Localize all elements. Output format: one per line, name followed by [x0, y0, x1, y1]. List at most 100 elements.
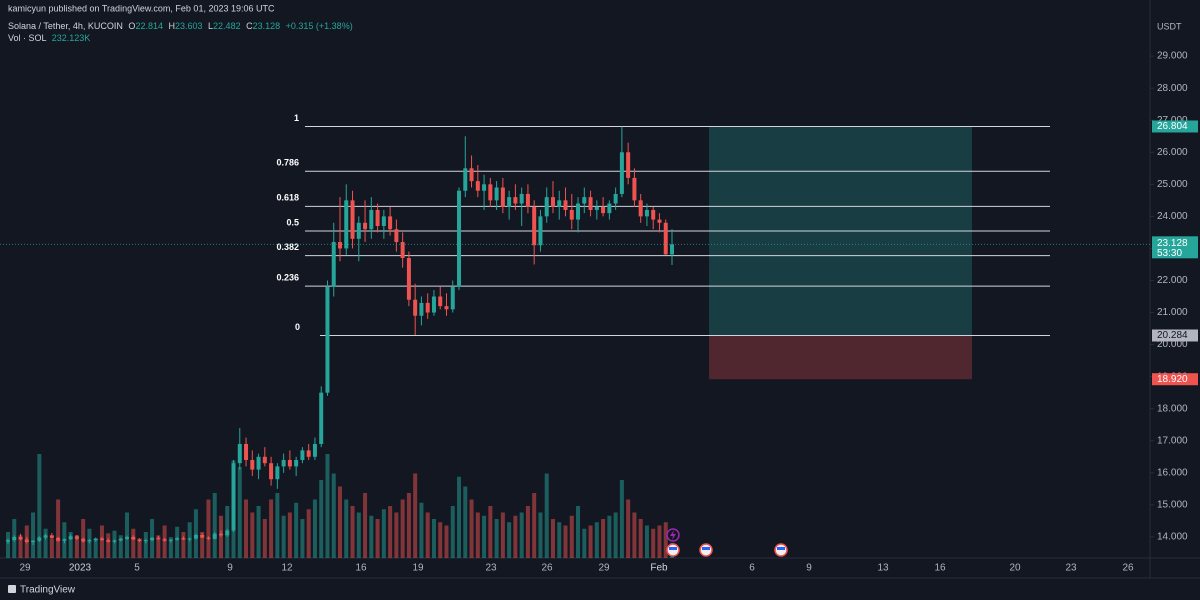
candle-body — [31, 540, 36, 543]
ohlc-label: O — [128, 21, 135, 31]
candle-body — [670, 244, 674, 255]
volume-bar — [601, 519, 606, 558]
candle-body — [663, 222, 668, 255]
volume-bar — [112, 530, 117, 558]
volume-bar — [87, 528, 92, 558]
volume-bar — [475, 512, 480, 558]
candle-body — [350, 200, 355, 239]
candle-body — [569, 209, 574, 220]
candle-body — [638, 200, 643, 217]
volume-bar — [275, 493, 280, 558]
candle-body — [143, 540, 148, 542]
volume-bar — [381, 509, 386, 558]
candle-body — [231, 463, 236, 531]
candle-body — [388, 216, 393, 230]
price-tag-label: 18.920 — [1157, 374, 1188, 385]
candle-body — [300, 450, 305, 460]
candle-body — [550, 197, 555, 207]
volume-bar — [143, 532, 148, 558]
candle-body — [413, 299, 418, 316]
y-tick-label: 15.000 — [1157, 500, 1188, 511]
candle-body — [657, 219, 662, 223]
price-tag — [1152, 329, 1198, 342]
candle-body — [12, 536, 17, 541]
volume-bar — [532, 493, 537, 558]
candle-body — [62, 539, 67, 541]
candle-body — [206, 537, 211, 539]
volume-bar — [106, 533, 111, 558]
publisher: kamicyun published on TradingView.com, F… — [8, 3, 275, 13]
x-tick-label: 13 — [877, 563, 889, 574]
volume-bar — [287, 512, 292, 558]
volume-bar — [488, 506, 493, 558]
volume-bar — [356, 512, 361, 558]
volume-bar — [394, 512, 399, 558]
volume-bar — [212, 493, 217, 558]
candle-body — [651, 209, 656, 220]
volume-bar — [6, 532, 10, 558]
y-tick-label: 14.000 — [1157, 532, 1188, 543]
volume-bar — [31, 512, 36, 558]
volume-bar — [644, 525, 649, 558]
ohlc-value: 22.482 — [213, 21, 241, 31]
candle-body — [538, 216, 543, 246]
candle-body — [419, 302, 424, 316]
volume-bar — [193, 509, 198, 558]
volume-bar — [56, 499, 61, 558]
volume-bar — [619, 480, 624, 558]
volume-bar — [344, 499, 349, 558]
volume-bar — [400, 499, 405, 558]
x-tick-label: 6 — [749, 563, 755, 574]
volume-bar — [363, 493, 368, 558]
candle-body — [632, 177, 637, 201]
y-tick-label: 29.000 — [1157, 51, 1188, 62]
y-tick-label: 17.000 — [1157, 435, 1188, 446]
volume-bar — [425, 512, 430, 558]
candle-body — [475, 181, 480, 191]
y-tick-label: 20.000 — [1157, 339, 1188, 350]
volume-title: Vol · SOL — [8, 33, 47, 43]
price-tag-label: 20.284 — [1157, 330, 1188, 341]
last-price-label: 23.128 — [1157, 238, 1188, 249]
candle-body — [588, 197, 593, 210]
candle-body — [469, 168, 474, 182]
volume-bar — [350, 506, 355, 558]
candle-body — [256, 456, 261, 470]
volume-bar — [588, 525, 593, 558]
volume-bar — [125, 512, 130, 558]
x-tick-label: 5 — [134, 563, 140, 574]
volume-bar — [457, 476, 462, 558]
candle-body — [193, 534, 198, 539]
volume-bar — [312, 499, 317, 558]
loss-zone — [709, 335, 972, 380]
volume-bar — [557, 522, 562, 558]
candle-body — [607, 203, 612, 214]
volume-bar — [626, 499, 631, 558]
candle-body — [175, 538, 180, 540]
fib-label: 0.382 — [276, 242, 299, 252]
candle-body — [619, 152, 624, 194]
volume-bar — [137, 538, 142, 558]
volume-bar — [582, 528, 587, 558]
candle-body — [118, 538, 123, 541]
volume-legend: Vol · SOL 232.123K — [8, 33, 90, 43]
candle-body — [49, 535, 54, 538]
candle-body — [488, 184, 493, 201]
flag — [669, 547, 677, 550]
volume-bar — [482, 515, 487, 558]
symbol: Solana / Tether, 4h, KUCOIN — [8, 21, 123, 31]
volume-bar — [156, 535, 161, 558]
volume-bar — [525, 506, 530, 558]
fib-label: 0.786 — [276, 158, 299, 168]
volume-bar — [569, 515, 574, 558]
candle-body — [250, 459, 255, 470]
volume-bar — [576, 506, 581, 558]
candle-body — [613, 193, 618, 204]
candle-body — [125, 536, 130, 539]
candle-body — [525, 193, 530, 207]
volume-bar — [306, 509, 311, 558]
volume-bar — [281, 515, 286, 558]
change: +0.315 (+1.38%) — [286, 21, 353, 31]
candle-body — [463, 168, 468, 191]
volume-bar — [500, 512, 505, 558]
